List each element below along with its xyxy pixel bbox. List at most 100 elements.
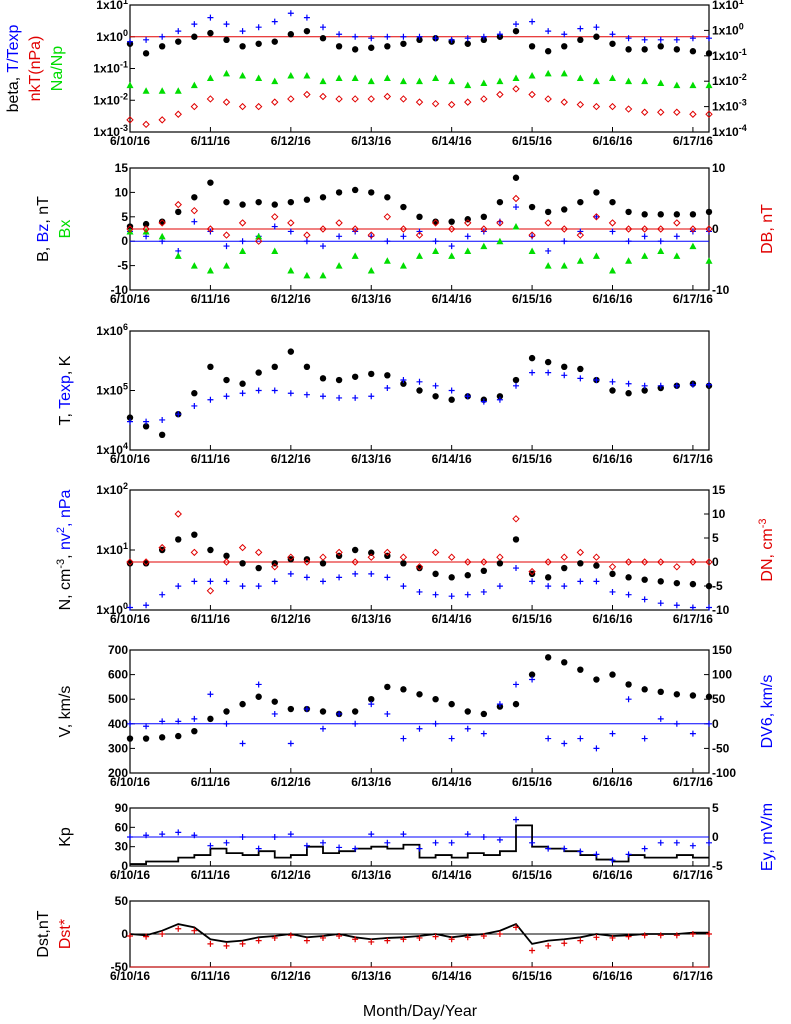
dens-series-black-point <box>705 582 713 590</box>
kp-series-blue-point <box>255 845 262 852</box>
kp-series-blue-point <box>593 851 600 858</box>
mag-series-red-point <box>174 200 182 209</box>
dens-series-red-point <box>287 553 295 561</box>
dst-series-red-point <box>223 942 230 949</box>
mag-series-red-point <box>271 213 279 221</box>
temp-series-black-point <box>448 396 455 403</box>
dens-series-blue-point <box>609 588 616 595</box>
temp-series-blue-point <box>368 393 375 400</box>
dens-series-black-point <box>319 560 327 567</box>
dens-series-black-point <box>464 572 471 579</box>
beta-series-blue-point <box>127 38 133 45</box>
beta-series-green-point <box>432 74 440 82</box>
beta-series-black-point <box>528 43 536 50</box>
temp-x-tick-label: 6/16/16 <box>592 452 632 466</box>
vel-series-black-point <box>593 676 600 683</box>
temp-series-blue-point <box>577 375 584 382</box>
dst-series-red-point <box>706 931 712 937</box>
dens-series-red-point <box>624 558 633 566</box>
vel-x-tick-label: 6/12/16 <box>271 775 311 789</box>
dens-series-blue-point <box>159 591 166 598</box>
temp-series-black-point <box>528 354 536 362</box>
vel-series-black-point <box>142 735 150 742</box>
mag-x-tick-label: 6/16/16 <box>592 292 632 306</box>
beta-series-black-point <box>175 38 182 45</box>
dst-series-red-point <box>191 927 198 934</box>
mag-series-red-point <box>657 225 665 233</box>
temp-series-black-point <box>416 387 423 394</box>
vel-series-black-point <box>448 700 455 708</box>
dens-series-black-point <box>175 536 182 543</box>
mag-series-blue-point <box>464 233 471 240</box>
kp-left-tick-label: 90 <box>115 801 129 815</box>
temp-series-blue-point <box>159 416 166 423</box>
mag-series-blue-point <box>657 238 664 245</box>
vel-series-black-point <box>191 727 198 735</box>
dst-series-red-point <box>320 934 326 941</box>
beta-series-green-point <box>592 77 600 85</box>
beta-series-red-point <box>528 90 536 99</box>
beta-series-blue-point <box>480 33 487 40</box>
mag-series-red-point <box>303 231 311 239</box>
temp-series-blue-point <box>287 390 294 397</box>
mag-series-blue-point <box>545 247 552 254</box>
mag-series-green-point <box>142 227 150 235</box>
beta-series-green-point <box>206 74 214 82</box>
beta-x-tick-label: 6/16/16 <box>592 134 632 148</box>
beta-series-green-point <box>319 77 327 85</box>
dst-series-red-point <box>416 934 423 941</box>
vel-series-blue-point <box>673 720 680 727</box>
beta-series-green-point <box>351 74 359 82</box>
vel-series-blue-point <box>127 720 133 727</box>
beta-series-blue-point <box>609 31 616 38</box>
kp-series-blue-point <box>271 834 278 840</box>
vel-right-tick-label: -50 <box>712 741 730 755</box>
vel-series-blue-point <box>641 735 648 742</box>
dens-series-red-point <box>190 548 199 557</box>
vel-series-blue-point <box>480 730 487 737</box>
beta-series-green-point <box>560 69 568 77</box>
vel-series-black-point <box>239 700 246 708</box>
dens-x-tick-label: 6/17/16 <box>673 612 713 626</box>
beta-series-green-point <box>367 77 375 85</box>
mag-series-red-point <box>190 206 199 215</box>
mag-series-black-point <box>319 194 327 201</box>
dens-series-black-point <box>400 560 407 567</box>
mag-series-green-point <box>657 247 665 254</box>
beta-series-blue-point <box>320 24 326 31</box>
dens-left-tick-label: 1x102 <box>96 481 128 497</box>
beta-series-green-point <box>657 79 665 86</box>
kp-series-blue-point <box>336 844 343 851</box>
beta-series-red-point <box>512 85 520 93</box>
mag-series-blue-point <box>400 233 407 240</box>
kp-series-blue-point <box>513 816 519 823</box>
dens-series-blue-point <box>641 596 648 603</box>
beta-series-black-point <box>577 36 584 44</box>
vel-series-blue-point <box>496 701 503 708</box>
mag-series-blue-point <box>191 218 198 225</box>
dens-series-red-point <box>415 563 424 571</box>
beta-x-tick-label: 6/10/16 <box>110 134 150 148</box>
beta-series-black-point <box>400 40 407 47</box>
dens-series-red-point <box>142 558 150 566</box>
dens-series-red-point <box>512 515 520 523</box>
beta-series-black-point <box>705 50 713 57</box>
dens-series-black-point <box>561 564 568 572</box>
vel-series-black-point <box>287 705 295 713</box>
beta-series-blue-point <box>175 28 182 35</box>
vel-series-black-point <box>384 683 391 691</box>
temp-series-blue-point <box>432 382 439 389</box>
mag-series-green-point <box>416 252 423 259</box>
dens-series-black-point <box>657 578 664 585</box>
vel-series-black-point <box>512 700 520 708</box>
mag-left-tick-label: -5 <box>117 259 128 273</box>
kp-series-blue-point <box>400 831 407 838</box>
beta-series-black-point <box>641 46 648 53</box>
beta-series-green-point <box>223 69 230 77</box>
kp-series-black-line <box>130 824 709 865</box>
temp-series-blue-point <box>320 393 326 400</box>
beta-series-green-point <box>271 77 279 85</box>
vel-series-blue-point <box>255 681 262 688</box>
beta-series-black-point <box>287 31 295 38</box>
dens-series-red-point <box>480 558 488 566</box>
